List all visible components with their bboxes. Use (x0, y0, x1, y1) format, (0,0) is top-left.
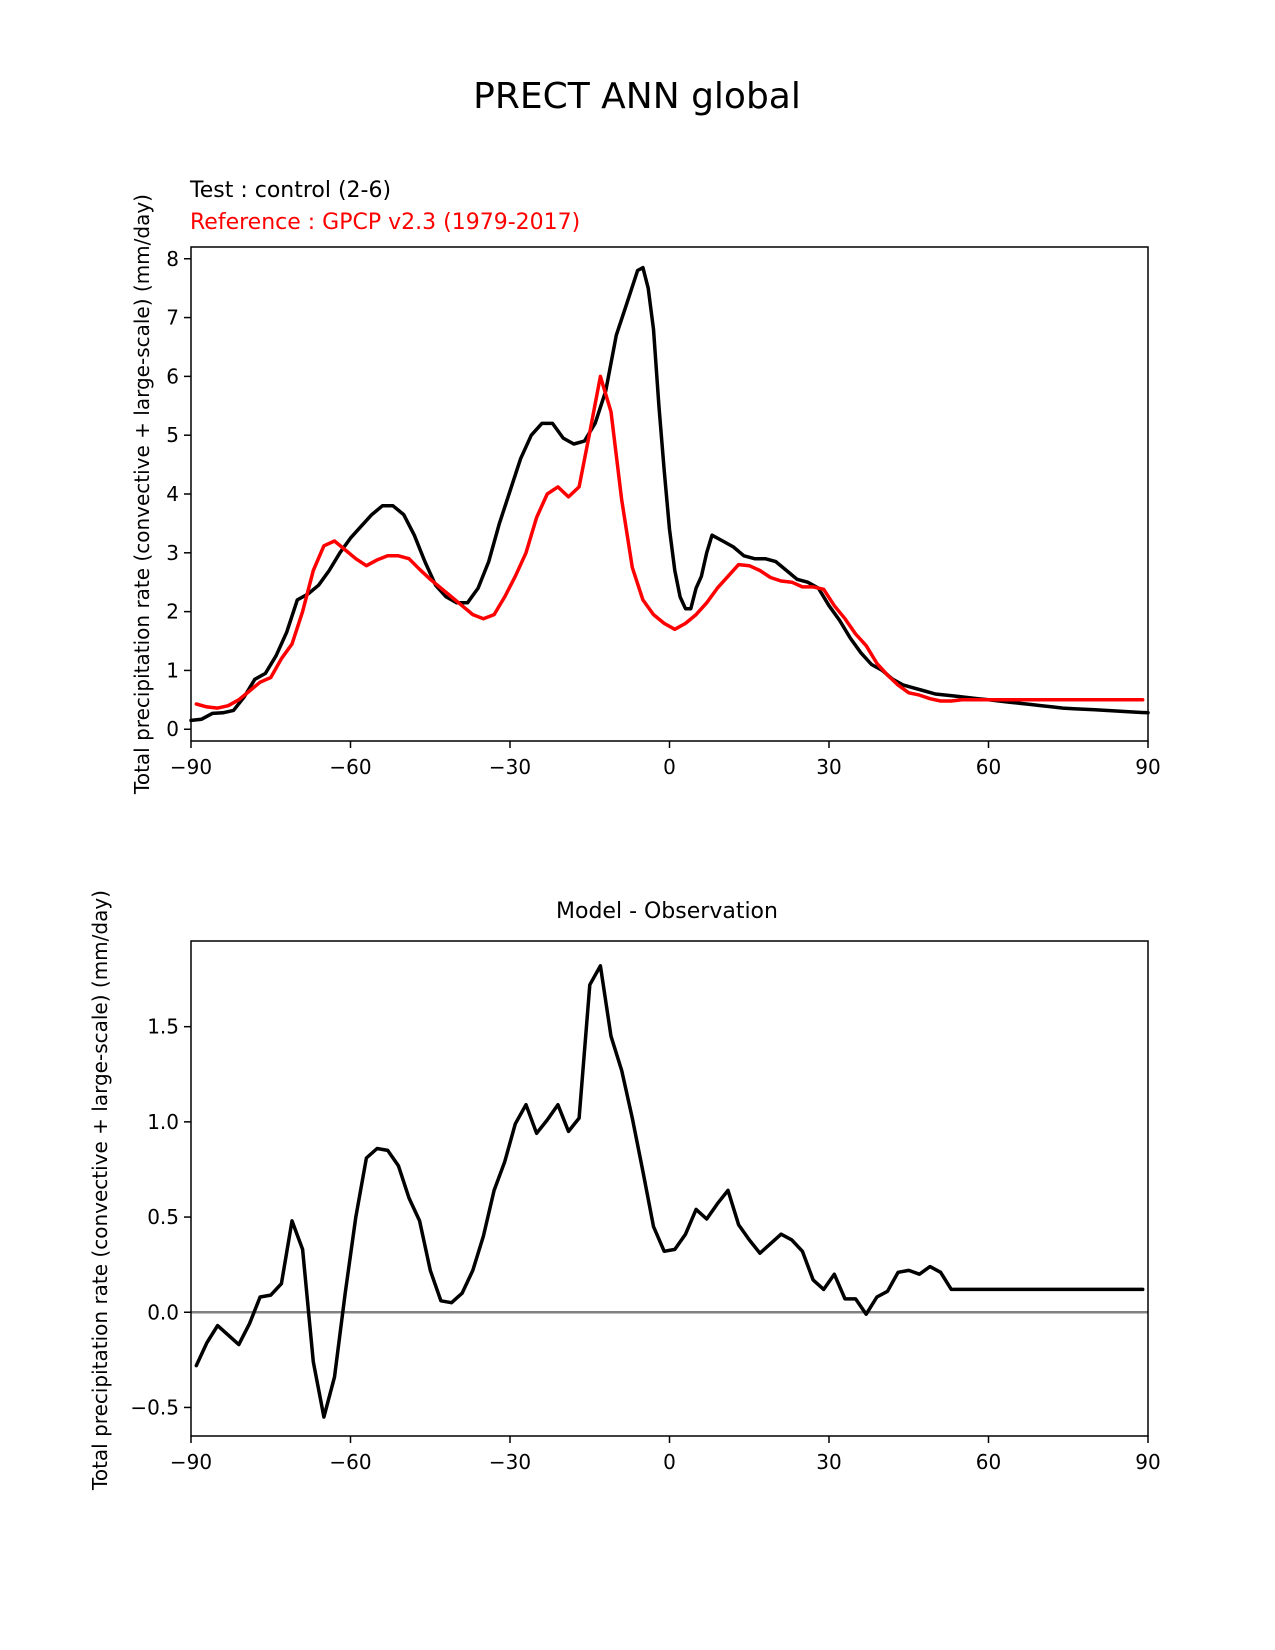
top-y-tick-label: 7 (166, 306, 179, 330)
bottom-x-tick-label: −30 (489, 1450, 531, 1474)
bottom-y-tick-label: 0.5 (147, 1205, 179, 1229)
top-plot-area: −90 −60 −30 0 30 60 90 0 1 2 3 4 5 6 7 8 (166, 246, 1161, 779)
figure-title: PRECT ANN global (473, 76, 801, 117)
bottom-panel: Model - Observation −90 −60 −30 0 30 60 90 −0.5… (88, 890, 1161, 1491)
top-x-tick-label: −60 (329, 755, 371, 779)
top-panel: Test : control (2-6) Reference : GPCP v2… (130, 178, 1161, 795)
bottom-axes-frame (190, 940, 1149, 1437)
top-axes-frame (190, 246, 1149, 742)
top-y-tick-label: 4 (166, 482, 179, 506)
bottom-x-tick-label: 90 (1135, 1450, 1160, 1474)
bottom-y-tick-label: 1.5 (147, 1015, 179, 1039)
bottom-x-tick-label: 60 (976, 1450, 1001, 1474)
bottom-y-tick-label: −0.5 (130, 1395, 179, 1419)
top-series-line-1 (189, 265, 1150, 723)
top-series-line-2 (194, 374, 1145, 710)
top-x-tick-label: 0 (663, 755, 676, 779)
top-x-tick-label: −90 (170, 755, 212, 779)
top-subtitle-reference: Reference : GPCP v2.3 (1979-2017) (190, 210, 580, 235)
top-y-tick-label: 8 (166, 247, 179, 271)
bottom-x-tick-label: 30 (816, 1450, 841, 1474)
bottom-y-axis-label: Total precipitation rate (convective + l… (88, 890, 112, 1491)
bottom-y-tick-label: 1.0 (147, 1110, 179, 1134)
top-x-tick-label: 30 (816, 755, 841, 779)
top-y-tick-label: 1 (166, 658, 179, 682)
top-x-tick-label: −30 (489, 755, 531, 779)
top-y-axis-label: Total precipitation rate (convective + l… (130, 194, 154, 795)
bottom-series-line-1 (194, 964, 1145, 1419)
bottom-plot-area: −90 −60 −30 0 30 60 90 −0.5 0.0 0.5 1.0 1.5 (130, 940, 1161, 1474)
top-y-tick-label: 2 (166, 600, 179, 624)
top-y-tick-label: 3 (166, 541, 179, 565)
top-y-tick-label: 0 (166, 717, 179, 741)
top-y-tick-label: 6 (166, 364, 179, 388)
top-y-tick-label: 5 (166, 423, 179, 447)
bottom-x-tick-label: −60 (329, 1450, 371, 1474)
top-x-tick-label: 60 (976, 755, 1001, 779)
bottom-x-tick-label: −90 (170, 1450, 212, 1474)
top-x-tick-label: 90 (1135, 755, 1160, 779)
top-subtitle-test: Test : control (2-6) (189, 178, 391, 203)
bottom-x-tick-label: 0 (663, 1450, 676, 1474)
bottom-y-tick-label: 0.0 (147, 1300, 179, 1324)
bottom-title: Model - Observation (556, 899, 778, 924)
